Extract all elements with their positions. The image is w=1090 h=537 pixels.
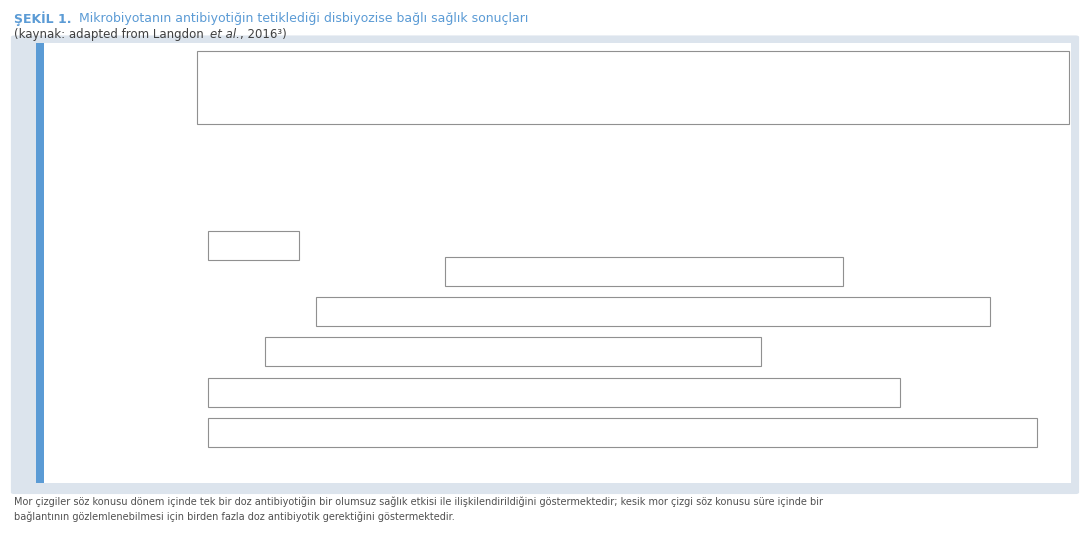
Text: Mor çizgiler söz konusu dönem içinde tek bir doz antibiyotiğin bir olumsuz sağlı: Mor çizgiler söz konusu dönem içinde tek… (14, 497, 823, 522)
Text: 70+: 70+ (977, 149, 996, 158)
Text: Ergenlik: Ergenlik (712, 91, 753, 100)
Text: et al.: et al. (210, 28, 240, 41)
Text: YAŞ [YIL]: YAŞ [YIL] (46, 177, 99, 188)
Text: 1: 1 (348, 149, 354, 158)
Text: Clostridioides difficile riskinde artış: Clostridioides difficile riskinde artış (552, 266, 736, 276)
Text: (kaynak: adapted from Langdon: (kaynak: adapted from Langdon (14, 28, 208, 41)
Text: riskinde artış: riskinde artış (594, 266, 665, 276)
Text: YAŞAMDAKİ OLAYLAR: YAŞAMDAKİ OLAYLAR (46, 93, 170, 105)
Text: Artan enfeksiyon, astım, alerji ve tip 1 diyabet riski: Artan enfeksiyon, astım, alerji ve tip 1… (421, 387, 688, 397)
Text: Mikrobiyal çeşitliliğin kaybı ve mikrobiyomda dirençli genler için zenginleşme: Mikrobiyal çeşitliliğin kaybı ve mikrobi… (420, 427, 825, 438)
Text: 3: 3 (480, 149, 486, 158)
Text: Katı gıda: Katı gıda (571, 60, 617, 69)
Text: 11-16: 11-16 (702, 149, 730, 158)
Text: Hareketlilik: Hareketlilik (458, 91, 517, 100)
Text: 2: 2 (415, 149, 422, 158)
Text: Bilinmiyor: Bilinmiyor (227, 241, 280, 251)
Text: Clostridioides difficile: Clostridioides difficile (458, 266, 569, 276)
Text: Mobilite kaybı: Mobilite kaybı (919, 91, 991, 100)
Text: 16-40: 16-40 (804, 149, 833, 158)
Text: Doğum: Doğum (279, 90, 316, 101)
Text: Emzirme: Emzirme (359, 60, 404, 69)
Text: Çocukluk dönemi obezitesi riskini artırabilir: Çocukluk dönemi obezitesi riskini artıra… (399, 347, 627, 357)
Text: ANTİBİYOTİK ZAMANLAMASI: ANTİBİYOTİK ZAMANLAMASI (46, 215, 211, 225)
Text: , 2016³): , 2016³) (240, 28, 287, 41)
Text: -0.75: -0.75 (208, 149, 232, 158)
Text: 0: 0 (276, 149, 282, 158)
Text: ŞEKİL 1.: ŞEKİL 1. (14, 12, 72, 26)
Text: Üreme: Üreme (813, 60, 848, 69)
Text: SAĞLIK
SONUÇLARI: SAĞLIK SONUÇLARI (46, 332, 113, 355)
Text: Mikrobiyotanın antibiyotiğin tetiklediği disbiyozise bağlı sağlık sonuçları: Mikrobiyotanın antibiyotiğin tetiklediği… (75, 12, 529, 25)
Text: 5: 5 (592, 149, 598, 158)
Text: 4: 4 (542, 149, 548, 158)
Text: Gebe kalma: Gebe kalma (197, 60, 261, 69)
Text: Tekrarlayan kullanım ile bağlantılı olarak tip 2 diyabet riskinde artış: Tekrarlayan kullanım ile bağlantılı olar… (476, 306, 829, 317)
